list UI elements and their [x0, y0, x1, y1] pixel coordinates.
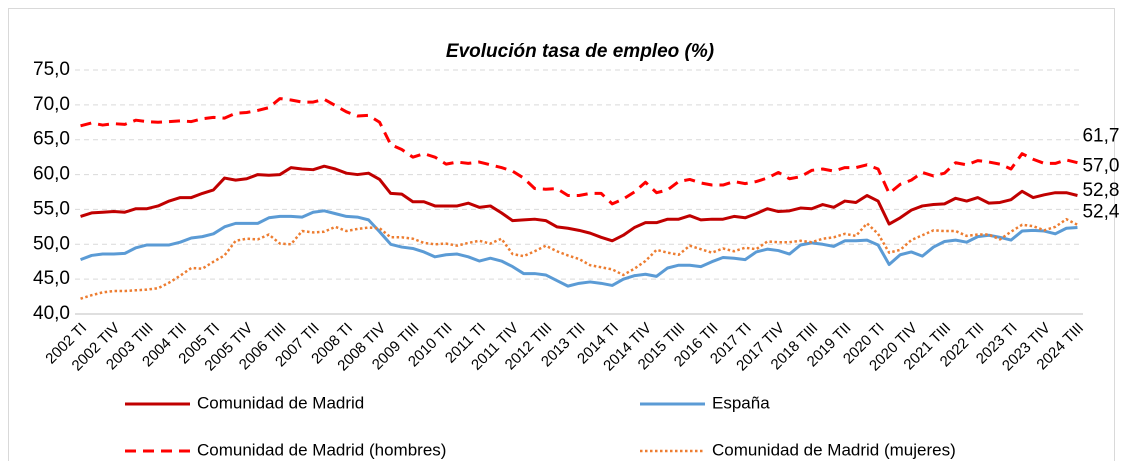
- y-tick-label: 50,0: [33, 233, 70, 254]
- series-line: [80, 97, 1078, 206]
- data-label: 52,4: [1082, 202, 1119, 223]
- data-label: 61,7: [1082, 126, 1119, 147]
- y-tick-label: 40,0: [33, 303, 70, 324]
- data-label: 57,0: [1082, 156, 1119, 177]
- y-tick-label: 45,0: [33, 268, 70, 289]
- series-line: [80, 209, 1078, 288]
- y-tick-label: 65,0: [33, 129, 70, 150]
- series-line: [80, 164, 1078, 243]
- chart-title: Evolución tasa de empleo (%): [446, 41, 714, 62]
- y-tick-label: 60,0: [33, 164, 70, 185]
- legend-label: Comunidad de Madrid (hombres): [197, 440, 446, 459]
- data-label: 52,8: [1082, 180, 1119, 201]
- legend-label: España: [712, 393, 770, 412]
- y-tick-label: 70,0: [33, 94, 70, 115]
- legend-label: Comunidad de Madrid: [197, 393, 364, 412]
- y-tick-label: 55,0: [33, 198, 70, 219]
- legend-label: Comunidad de Madrid (mujeres): [712, 440, 956, 459]
- y-tick-label: 75,0: [33, 59, 70, 80]
- chart-border: [8, 8, 1115, 461]
